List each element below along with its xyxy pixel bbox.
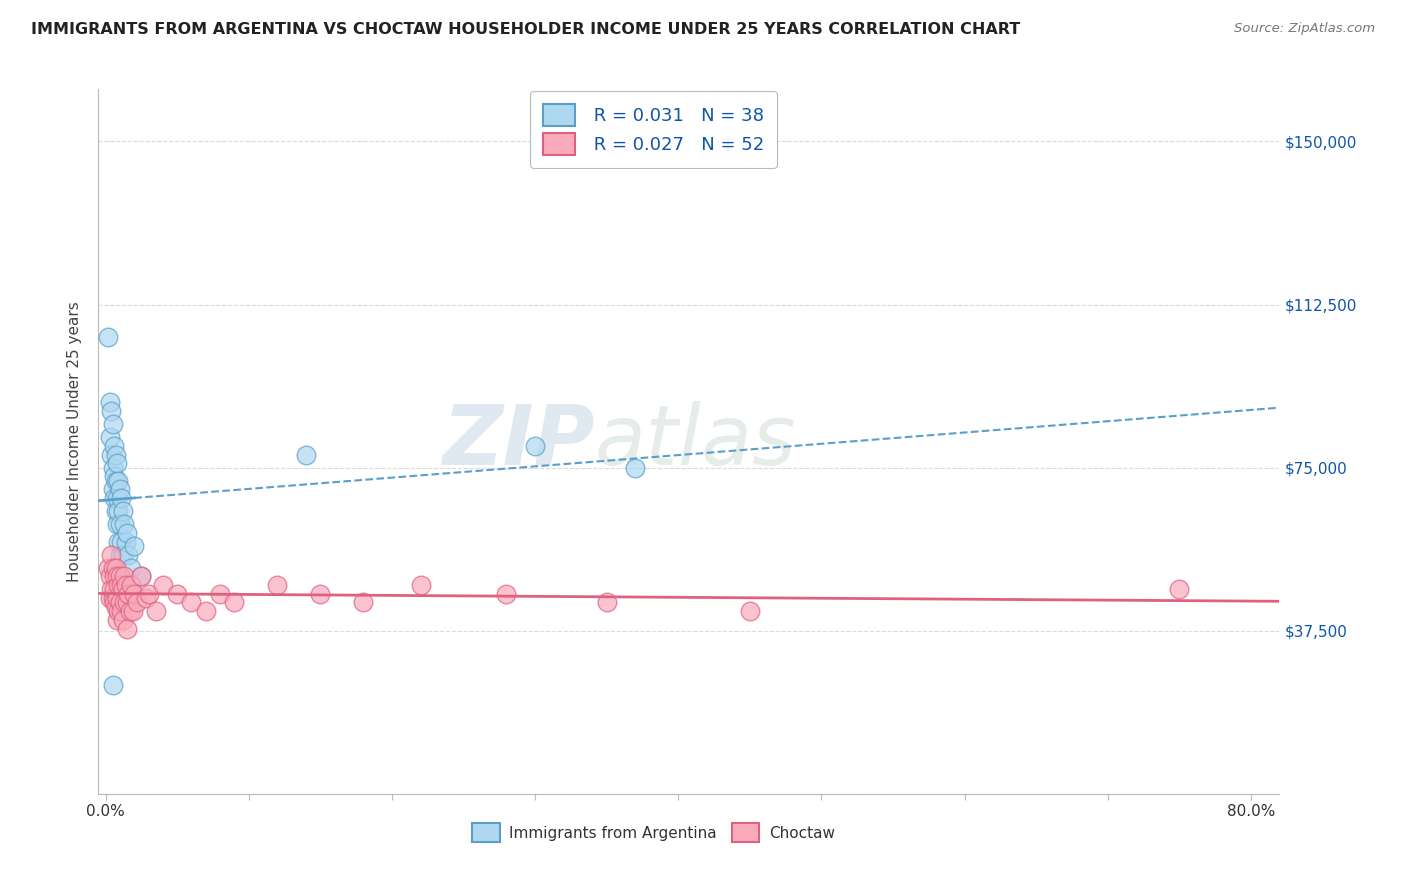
Point bbox=[111, 504, 134, 518]
Point bbox=[112, 569, 135, 583]
Text: atlas: atlas bbox=[595, 401, 796, 482]
Point bbox=[101, 591, 124, 606]
Point bbox=[105, 517, 128, 532]
Point bbox=[104, 448, 127, 462]
Point bbox=[117, 587, 139, 601]
Point bbox=[180, 595, 202, 609]
Point bbox=[138, 587, 160, 601]
Point bbox=[114, 578, 136, 592]
Point bbox=[108, 517, 131, 532]
Point bbox=[101, 560, 124, 574]
Point bbox=[108, 548, 131, 562]
Text: Source: ZipAtlas.com: Source: ZipAtlas.com bbox=[1234, 22, 1375, 36]
Point bbox=[103, 469, 125, 483]
Point bbox=[110, 578, 132, 592]
Point bbox=[105, 613, 128, 627]
Text: ZIP: ZIP bbox=[441, 401, 595, 482]
Point bbox=[111, 582, 134, 597]
Text: IMMIGRANTS FROM ARGENTINA VS CHOCTAW HOUSEHOLDER INCOME UNDER 25 YEARS CORRELATI: IMMIGRANTS FROM ARGENTINA VS CHOCTAW HOU… bbox=[31, 22, 1021, 37]
Point bbox=[100, 548, 122, 562]
Point bbox=[110, 604, 132, 618]
Point bbox=[115, 525, 138, 540]
Point bbox=[104, 504, 127, 518]
Point bbox=[125, 595, 148, 609]
Point bbox=[120, 560, 142, 574]
Point bbox=[166, 587, 188, 601]
Point bbox=[120, 578, 142, 592]
Point bbox=[266, 578, 288, 592]
Point bbox=[107, 578, 129, 592]
Point bbox=[110, 491, 132, 505]
Point bbox=[97, 330, 120, 344]
Point bbox=[105, 491, 128, 505]
Point bbox=[107, 534, 129, 549]
Point bbox=[111, 548, 134, 562]
Point bbox=[624, 460, 647, 475]
Point bbox=[107, 604, 129, 618]
Point bbox=[295, 448, 318, 462]
Point bbox=[105, 456, 128, 470]
Point bbox=[738, 604, 761, 618]
Point bbox=[131, 569, 153, 583]
Point bbox=[103, 569, 125, 583]
Point bbox=[107, 474, 129, 488]
Point bbox=[100, 404, 122, 418]
Point bbox=[194, 604, 217, 618]
Point bbox=[98, 430, 121, 444]
Y-axis label: Householder Income Under 25 years: Householder Income Under 25 years bbox=[67, 301, 83, 582]
Point bbox=[105, 591, 128, 606]
Point bbox=[98, 395, 121, 409]
Point bbox=[104, 474, 127, 488]
Point bbox=[152, 578, 174, 592]
Point bbox=[524, 439, 547, 453]
Point bbox=[131, 569, 153, 583]
Point bbox=[104, 599, 127, 614]
Point bbox=[224, 595, 246, 609]
Point bbox=[309, 587, 332, 601]
Point bbox=[122, 587, 145, 601]
Point bbox=[103, 595, 125, 609]
Point bbox=[121, 604, 143, 618]
Point bbox=[110, 534, 132, 549]
Point bbox=[104, 560, 127, 574]
Point bbox=[100, 582, 122, 597]
Point bbox=[114, 534, 136, 549]
Point bbox=[98, 569, 121, 583]
Point bbox=[101, 678, 124, 692]
Point bbox=[103, 439, 125, 453]
Point bbox=[495, 587, 517, 601]
Point bbox=[101, 483, 124, 497]
Point bbox=[115, 622, 138, 636]
Point bbox=[1168, 582, 1191, 597]
Point bbox=[135, 591, 157, 606]
Point bbox=[112, 517, 135, 532]
Point bbox=[352, 595, 374, 609]
Point bbox=[145, 604, 167, 618]
Point bbox=[100, 448, 122, 462]
Point bbox=[103, 491, 125, 505]
Point bbox=[107, 504, 129, 518]
Point bbox=[595, 595, 617, 609]
Point bbox=[118, 604, 141, 618]
Point bbox=[409, 578, 432, 592]
Point bbox=[101, 460, 124, 475]
Point bbox=[103, 582, 125, 597]
Point bbox=[98, 591, 121, 606]
Point bbox=[122, 539, 145, 553]
Point bbox=[112, 595, 135, 609]
Point bbox=[209, 587, 232, 601]
Point bbox=[97, 560, 120, 574]
Point bbox=[111, 613, 134, 627]
Point bbox=[117, 548, 139, 562]
Point bbox=[108, 483, 131, 497]
Point bbox=[115, 595, 138, 609]
Legend: Immigrants from Argentina, Choctaw: Immigrants from Argentina, Choctaw bbox=[465, 816, 842, 850]
Point bbox=[108, 569, 131, 583]
Point bbox=[108, 595, 131, 609]
Point bbox=[101, 417, 124, 431]
Point bbox=[105, 569, 128, 583]
